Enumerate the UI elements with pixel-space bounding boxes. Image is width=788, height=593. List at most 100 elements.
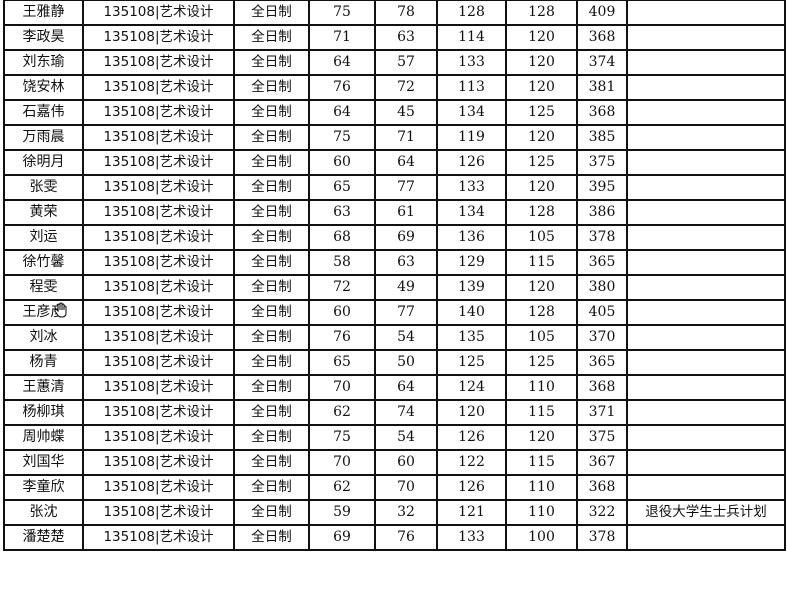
table-row: 万雨晨 135108|艺术设计 全日制 75 71 119 120 385 — [3, 124, 786, 151]
note-cell — [626, 149, 786, 176]
major-cell: 135108|艺术设计 — [82, 49, 235, 76]
score-english-cell: 77 — [374, 299, 438, 326]
study-mode-cell: 全日制 — [233, 24, 310, 51]
total-score-cell: 322 — [576, 499, 628, 526]
note-cell — [626, 199, 786, 226]
study-mode-cell: 全日制 — [233, 324, 310, 351]
note-cell — [626, 74, 786, 101]
note-cell — [626, 449, 786, 476]
major-cell: 135108|艺术设计 — [82, 0, 235, 26]
note-cell — [626, 99, 786, 126]
score-subject2-cell: 128 — [505, 299, 578, 326]
score-subject2-cell: 115 — [505, 449, 578, 476]
score-subject2-cell: 120 — [505, 274, 578, 301]
score-subject1-cell: 133 — [436, 174, 507, 201]
table-row: 刘国华 135108|艺术设计 全日制 70 60 122 115 367 — [3, 449, 786, 476]
score-politics-cell: 63 — [308, 199, 376, 226]
note-cell — [626, 0, 786, 26]
score-subject2-cell: 125 — [505, 149, 578, 176]
score-subject1-cell: 120 — [436, 399, 507, 426]
name-cell: 刘东瑜 — [3, 49, 84, 76]
name-cell: 李政昊 — [3, 24, 84, 51]
score-politics-cell: 60 — [308, 299, 376, 326]
score-subject1-cell: 113 — [436, 74, 507, 101]
score-politics-cell: 64 — [308, 49, 376, 76]
score-politics-cell: 69 — [308, 524, 376, 551]
score-subject2-cell: 115 — [505, 249, 578, 276]
major-cell: 135108|艺术设计 — [82, 324, 235, 351]
score-subject2-cell: 128 — [505, 199, 578, 226]
score-politics-cell: 75 — [308, 124, 376, 151]
major-cell: 135108|艺术设计 — [82, 249, 235, 276]
score-politics-cell: 59 — [308, 499, 376, 526]
major-cell: 135108|艺术设计 — [82, 174, 235, 201]
table-row: 刘东瑜 135108|艺术设计 全日制 64 57 133 120 374 — [3, 49, 786, 76]
score-english-cell: 57 — [374, 49, 438, 76]
score-subject2-cell: 110 — [505, 499, 578, 526]
score-subject1-cell: 128 — [436, 0, 507, 26]
table-row: 饶安林 135108|艺术设计 全日制 76 72 113 120 381 — [3, 74, 786, 101]
major-cell: 135108|艺术设计 — [82, 124, 235, 151]
note-cell — [626, 249, 786, 276]
table-row: 王蕙清 135108|艺术设计 全日制 70 64 124 110 368 — [3, 374, 786, 401]
score-politics-cell: 70 — [308, 374, 376, 401]
study-mode-cell: 全日制 — [233, 499, 310, 526]
table-row: 张沈 135108|艺术设计 全日制 59 32 121 110 322 退役大学生士兵计划 — [3, 499, 786, 526]
total-score-cell: 365 — [576, 349, 628, 376]
score-english-cell: 72 — [374, 74, 438, 101]
name-cell: 杨柳琪 — [3, 399, 84, 426]
major-cell: 135108|艺术设计 — [82, 524, 235, 551]
score-subject1-cell: 129 — [436, 249, 507, 276]
major-cell: 135108|艺术设计 — [82, 424, 235, 451]
name-cell: 饶安林 — [3, 74, 84, 101]
score-subject1-cell: 126 — [436, 424, 507, 451]
name-cell: 程雯 — [3, 274, 84, 301]
table-row: 李政昊 135108|艺术设计 全日制 71 63 114 120 368 — [3, 24, 786, 51]
score-subject1-cell: 134 — [436, 199, 507, 226]
name-cell: 王蕙清 — [3, 374, 84, 401]
score-subject2-cell: 120 — [505, 174, 578, 201]
note-cell: 退役大学生士兵计划 — [626, 499, 786, 526]
score-english-cell: 54 — [374, 424, 438, 451]
score-politics-cell: 60 — [308, 149, 376, 176]
study-mode-cell: 全日制 — [233, 124, 310, 151]
name-cell: 王彦彦 — [3, 299, 84, 326]
name-cell: 刘冰 — [3, 324, 84, 351]
study-mode-cell: 全日制 — [233, 99, 310, 126]
score-subject1-cell: 125 — [436, 349, 507, 376]
study-mode-cell: 全日制 — [233, 274, 310, 301]
name-cell: 徐竹馨 — [3, 249, 84, 276]
note-cell — [626, 49, 786, 76]
score-subject2-cell: 105 — [505, 324, 578, 351]
score-subject2-cell: 125 — [505, 349, 578, 376]
table-row: 刘冰 135108|艺术设计 全日制 76 54 135 105 370 — [3, 324, 786, 351]
table-row: 黄荣 135108|艺术设计 全日制 63 61 134 128 386 — [3, 199, 786, 226]
total-score-cell: 368 — [576, 474, 628, 501]
total-score-cell: 386 — [576, 199, 628, 226]
score-politics-cell: 75 — [308, 424, 376, 451]
score-subject1-cell: 121 — [436, 499, 507, 526]
score-english-cell: 60 — [374, 449, 438, 476]
note-cell — [626, 374, 786, 401]
table-row: 潘楚楚 135108|艺术设计 全日制 69 76 133 100 378 — [3, 524, 786, 551]
score-politics-cell: 75 — [308, 0, 376, 26]
note-cell — [626, 224, 786, 251]
major-cell: 135108|艺术设计 — [82, 199, 235, 226]
score-politics-cell: 58 — [308, 249, 376, 276]
major-cell: 135108|艺术设计 — [82, 349, 235, 376]
score-subject2-cell: 128 — [505, 0, 578, 26]
note-cell — [626, 524, 786, 551]
score-english-cell: 50 — [374, 349, 438, 376]
name-cell: 潘楚楚 — [3, 524, 84, 551]
score-english-cell: 70 — [374, 474, 438, 501]
total-score-cell: 375 — [576, 424, 628, 451]
score-subject1-cell: 133 — [436, 49, 507, 76]
table-row: 徐竹馨 135108|艺术设计 全日制 58 63 129 115 365 — [3, 249, 786, 276]
score-politics-cell: 71 — [308, 24, 376, 51]
score-subject2-cell: 120 — [505, 424, 578, 451]
name-cell: 石嘉伟 — [3, 99, 84, 126]
score-english-cell: 69 — [374, 224, 438, 251]
major-cell: 135108|艺术设计 — [82, 499, 235, 526]
total-score-cell: 378 — [576, 524, 628, 551]
score-politics-cell: 64 — [308, 99, 376, 126]
